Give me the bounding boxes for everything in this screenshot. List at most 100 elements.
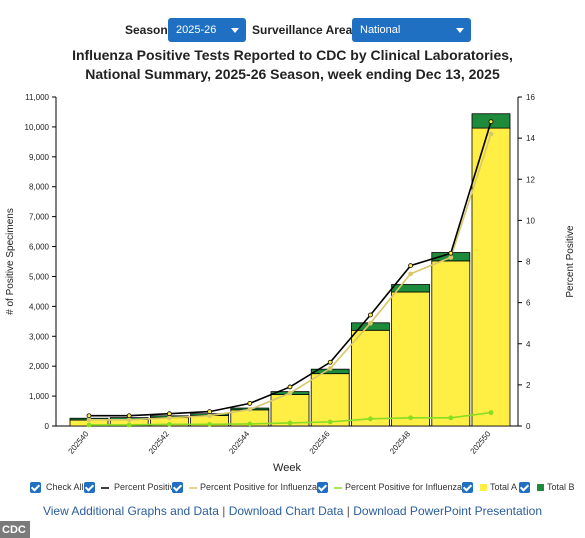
line-percent-positive-point	[247, 400, 253, 406]
line-percent-a-point	[448, 254, 454, 260]
line-percent-positive-point	[367, 312, 373, 318]
link-separator: |	[222, 504, 226, 518]
checkbox-icon[interactable]	[462, 482, 473, 493]
chevron-down-icon	[231, 28, 239, 33]
line-percent-a-point	[166, 415, 172, 421]
checkbox-icon[interactable]	[317, 482, 328, 493]
filter-controls: Season: 2025-26 Surveillance Area: Natio…	[0, 18, 585, 44]
x-tick-label: 202548	[388, 429, 412, 456]
checkbox-icon[interactable]	[172, 482, 183, 493]
y-tick-label-left: 4,000	[29, 302, 50, 311]
chevron-down-icon	[456, 28, 464, 33]
y-tick-label-right: 6	[526, 299, 531, 308]
area-label: Surveillance Area:	[252, 23, 357, 37]
line-percent-positive-point	[207, 409, 213, 415]
y-tick-label-right: 14	[526, 134, 535, 143]
y-tick-label-left: 11,000	[25, 93, 49, 102]
y-tick-label-left: 0	[45, 422, 50, 431]
line-percent-a-point	[488, 131, 494, 137]
line-percent-b-point	[207, 421, 213, 427]
line-percent-a-point	[408, 271, 414, 277]
area-select-value: National	[360, 24, 401, 36]
line-swatch-icon	[101, 487, 109, 489]
line-percent-a-point	[207, 413, 213, 419]
season-label: Season:	[125, 23, 172, 37]
line-percent-b-point	[86, 422, 92, 428]
line-percent-positive	[89, 121, 492, 417]
line-percent-b-point	[448, 415, 454, 421]
bar-total-a	[391, 291, 431, 427]
y-tick-label-left: 6,000	[29, 243, 50, 252]
line-percent-b-point	[287, 420, 293, 426]
y-tick-label-right: 2	[526, 381, 531, 390]
line-percent-b-point	[126, 422, 132, 428]
bar-total-a	[431, 260, 471, 427]
line-percent-positive-point	[408, 263, 414, 269]
y-axis-left-label: # of Positive Specimens	[5, 208, 16, 315]
line-swatch-icon	[189, 487, 197, 489]
line-percent-positive-point	[86, 413, 92, 419]
y-tick-label-right: 10	[526, 216, 535, 225]
surveillance-area-select[interactable]: National	[352, 18, 471, 42]
links-bar: View Additional Graphs and Data | Downlo…	[0, 504, 585, 518]
line-percent-a-point	[287, 390, 293, 396]
y-axis-right-label: Percent Positive	[565, 225, 576, 298]
legend-percent-a-label: Percent Positive for Influenza A	[200, 482, 326, 492]
y-tick-label-right: 8	[526, 258, 531, 267]
line-percent-a-point	[327, 366, 333, 371]
line-percent-a-point	[367, 320, 373, 326]
legend-total-a-label: Total A	[490, 482, 518, 492]
line-percent-a-point	[86, 417, 92, 423]
line-swatch-icon	[334, 487, 342, 489]
y-tick-label-left: 9,000	[29, 153, 50, 162]
x-tick-label: 202542	[147, 429, 171, 456]
checkbox-icon[interactable]	[30, 482, 41, 493]
season-select[interactable]: 2025-26	[168, 18, 246, 42]
y-tick-label-right: 0	[526, 422, 531, 431]
y-tick-label-left: 8,000	[29, 183, 50, 192]
y-tick-label-right: 16	[526, 93, 535, 102]
line-percent-a-point	[247, 407, 253, 412]
legend-percent-positive-label: Percent Positive	[114, 482, 180, 492]
y-tick-label-left: 10,000	[25, 123, 50, 132]
x-axis-label: Week	[273, 462, 301, 474]
y-tick-label-left: 3,000	[29, 332, 50, 341]
bar-total-a	[350, 329, 390, 427]
line-percent-a	[89, 133, 492, 421]
legend-check-all-label: Check All	[46, 482, 84, 492]
legend-percent-b-label: Percent Positive for Influenza B	[345, 482, 471, 492]
line-percent-b-point	[408, 415, 414, 421]
download-chart-data-link[interactable]: Download Chart Data	[228, 504, 344, 518]
line-percent-b-point	[247, 421, 253, 427]
line-percent-b-point	[367, 416, 373, 422]
source-badge: CDC	[0, 521, 30, 538]
chart-title-line2: National Summary, 2025-26 Season, week e…	[85, 66, 500, 82]
chart-svg: 0 1,000 2,000 3,000 4,000 5,000 6,000 7,000 8,00…	[5, 93, 576, 474]
bar-total-a	[310, 373, 350, 427]
line-percent-positive-point	[488, 119, 494, 125]
x-tick-label: 202540	[66, 429, 90, 456]
y-tick-label-left: 7,000	[29, 213, 50, 222]
view-graphs-link[interactable]: View Additional Graphs and Data	[42, 504, 219, 518]
download-powerpoint-link[interactable]: Download PowerPoint Presentation	[353, 504, 543, 518]
legend-total-b-label: Total B	[547, 482, 575, 492]
line-percent-b-point	[327, 419, 333, 425]
line-percent-a-point	[126, 417, 132, 423]
bar-total-a	[471, 127, 511, 427]
y-tick-label-left: 5,000	[29, 272, 50, 281]
line-percent-positive-point	[327, 359, 333, 365]
checkbox-icon[interactable]	[84, 482, 95, 493]
y-tick-label-right: 4	[526, 340, 531, 349]
chart-title-line1: Influenza Positive Tests Reported to CDC…	[72, 47, 513, 63]
line-percent-b-point	[166, 421, 172, 427]
line-percent-positive-point	[166, 411, 172, 417]
legend: Check All Percent Positive Percent Posit…	[0, 481, 585, 497]
line-percent-positive-point	[448, 250, 454, 256]
bar-swatch-icon	[537, 484, 544, 491]
line-percent-b-point	[488, 410, 494, 416]
checkbox-icon[interactable]	[519, 482, 530, 493]
link-separator: |	[346, 504, 350, 518]
y-tick-label-left: 2,000	[29, 362, 50, 371]
x-tick-label: 202546	[308, 429, 332, 456]
y-tick-label-left: 1,000	[29, 392, 50, 401]
